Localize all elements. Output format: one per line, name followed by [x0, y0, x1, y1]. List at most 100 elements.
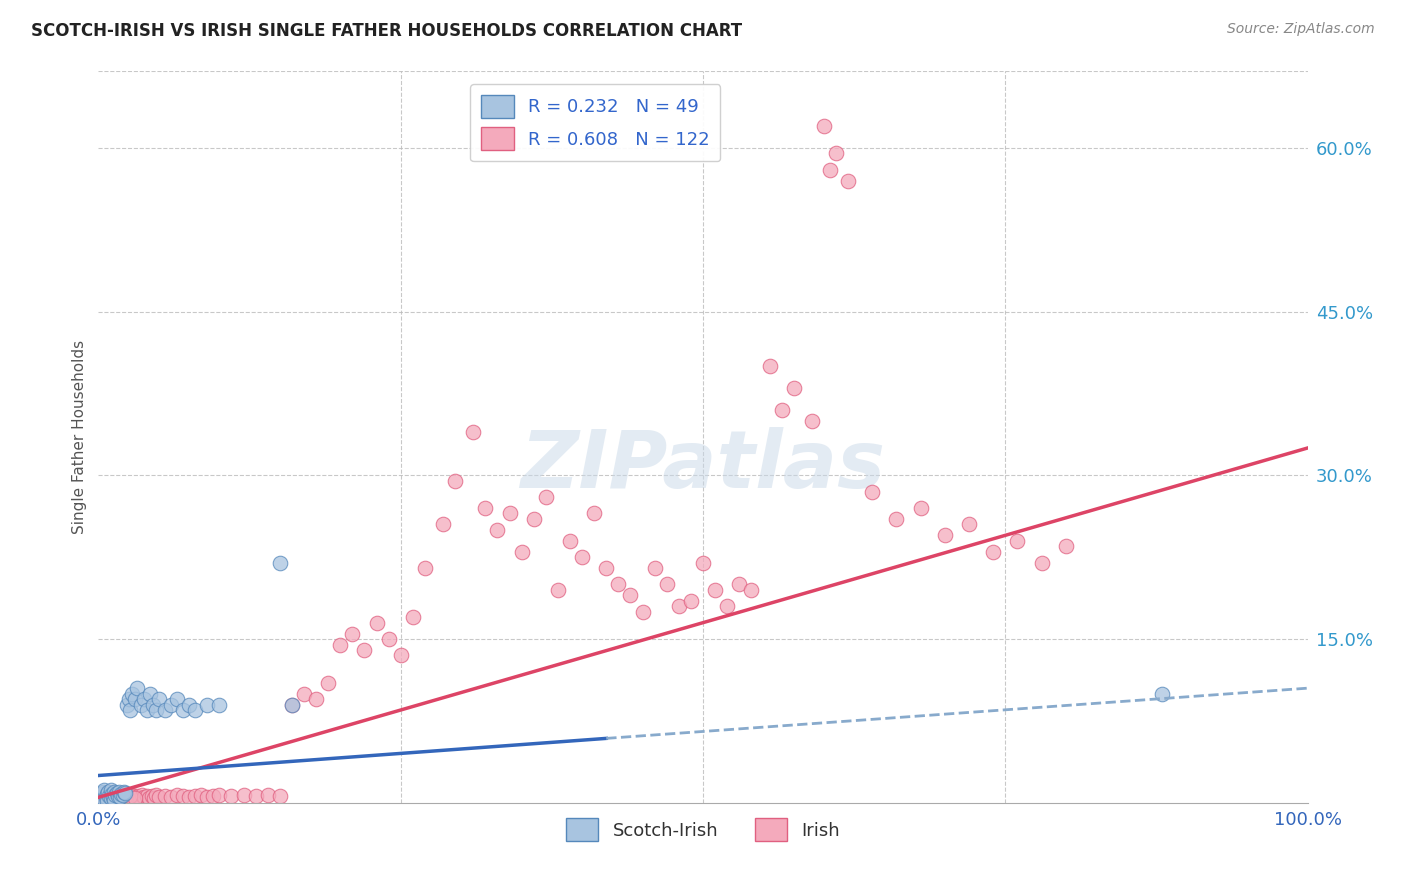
Point — [97, 785, 120, 799]
Point — [463, 425, 485, 439]
Point — [112, 789, 135, 804]
Point — [108, 787, 131, 801]
Point — [118, 703, 141, 717]
Point — [135, 703, 157, 717]
Point — [141, 789, 163, 804]
Point — [172, 703, 194, 717]
Point — [94, 790, 117, 805]
Point — [134, 692, 156, 706]
Point — [103, 785, 125, 799]
Point — [179, 698, 201, 712]
Point — [108, 792, 131, 806]
Point — [160, 790, 183, 805]
Point — [91, 785, 114, 799]
Point — [269, 556, 291, 570]
Point — [740, 582, 762, 597]
Point — [377, 632, 399, 646]
Point — [232, 788, 254, 802]
Point — [860, 484, 883, 499]
Point — [127, 789, 149, 804]
Point — [644, 561, 666, 575]
Point — [245, 789, 267, 804]
Point — [96, 787, 118, 801]
Point — [100, 787, 122, 801]
Point — [704, 582, 727, 597]
Point — [534, 490, 557, 504]
Point — [121, 788, 143, 802]
Point — [108, 785, 131, 799]
Point — [353, 643, 375, 657]
Point — [389, 648, 412, 663]
Point — [129, 698, 152, 712]
Point — [100, 792, 122, 806]
Point — [145, 788, 167, 802]
Point — [138, 791, 160, 805]
Point — [655, 577, 678, 591]
Point — [118, 791, 141, 805]
Point — [115, 787, 138, 801]
Point — [172, 789, 194, 804]
Point — [124, 692, 146, 706]
Point — [825, 146, 848, 161]
Point — [221, 789, 243, 804]
Point — [124, 790, 146, 805]
Point — [770, 402, 793, 417]
Point — [256, 788, 278, 802]
Point — [195, 790, 218, 805]
Point — [1152, 687, 1174, 701]
Point — [292, 687, 315, 701]
Point — [934, 528, 956, 542]
Point — [281, 698, 304, 712]
Point — [558, 533, 581, 548]
Point — [98, 789, 121, 804]
Point — [1054, 539, 1077, 553]
Point — [114, 792, 136, 806]
Point — [94, 790, 117, 805]
Point — [143, 791, 166, 805]
Point — [100, 791, 122, 805]
Point — [107, 789, 129, 804]
Point — [631, 605, 654, 619]
Point — [118, 789, 141, 804]
Point — [269, 789, 291, 804]
Legend: Scotch-Irish, Irish: Scotch-Irish, Irish — [558, 811, 848, 848]
Point — [131, 788, 153, 802]
Point — [498, 507, 520, 521]
Point — [114, 786, 136, 800]
Point — [91, 790, 114, 805]
Point — [202, 789, 225, 804]
Point — [208, 698, 231, 712]
Point — [444, 474, 467, 488]
Point — [139, 687, 162, 701]
Point — [366, 615, 388, 630]
Point — [142, 698, 165, 712]
Point — [91, 789, 114, 804]
Point — [94, 791, 117, 805]
Point — [818, 162, 841, 177]
Point — [100, 782, 122, 797]
Point — [728, 577, 751, 591]
Point — [510, 545, 533, 559]
Point — [486, 523, 509, 537]
Point — [432, 517, 454, 532]
Point — [103, 790, 125, 805]
Point — [110, 790, 132, 805]
Point — [108, 790, 131, 805]
Point — [1031, 556, 1053, 570]
Point — [90, 791, 112, 805]
Point — [104, 788, 127, 802]
Point — [124, 791, 146, 805]
Point — [547, 582, 569, 597]
Point — [153, 789, 176, 804]
Point — [281, 698, 304, 712]
Point — [118, 789, 141, 804]
Point — [127, 681, 149, 695]
Point — [160, 698, 183, 712]
Point — [619, 588, 641, 602]
Point — [93, 782, 115, 797]
Point — [595, 561, 617, 575]
Point — [105, 786, 128, 800]
Point — [758, 359, 780, 373]
Point — [329, 638, 352, 652]
Point — [103, 792, 125, 806]
